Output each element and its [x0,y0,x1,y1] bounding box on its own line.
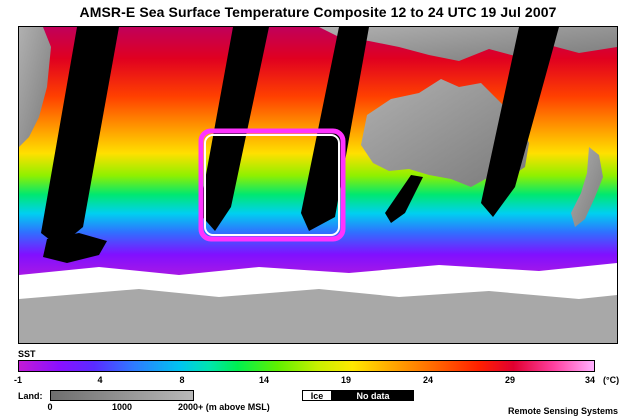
sst-tick: 19 [340,375,352,385]
credit: Remote Sensing Systems [507,406,618,416]
sst-tick: 14 [258,375,270,385]
no-data-legend: No data [332,390,414,401]
land-tick-labels: 0 1000 2000+ (m above MSL) [0,402,636,414]
highlight-box [198,128,346,242]
map-title: AMSR-E Sea Surface Temperature Composite… [79,4,557,20]
swath-gap [385,175,423,223]
sst-unit: (°C) [603,375,620,385]
sst-tick: 34 [584,375,596,385]
land-australia [361,79,529,187]
land-tick: 2000+ (m above MSL) [178,402,270,412]
land-antarctica [19,289,617,343]
land-tick: 0 [47,402,53,412]
sst-tick: 24 [422,375,434,385]
swath-gap [43,233,107,263]
land-label: Land: [18,391,43,401]
sst-tick: 29 [504,375,516,385]
land-new-zealand [571,147,603,227]
swath-gap [481,27,559,217]
land-scale [50,390,194,401]
sst-tick-labels: -1 4 8 14 19 24 29 34 [0,375,636,387]
sst-tick: 4 [97,375,103,385]
swath-gap [41,27,119,247]
sst-map [18,26,618,344]
highlight-box-inner [204,134,340,236]
sst-color-scale [18,360,595,372]
sst-tick: 8 [179,375,185,385]
sst-tick: -1 [13,375,23,385]
land-tick: 1000 [111,402,133,412]
land-africa [19,27,51,147]
ice-legend: Ice [302,390,332,401]
sst-label: SST [18,349,36,359]
